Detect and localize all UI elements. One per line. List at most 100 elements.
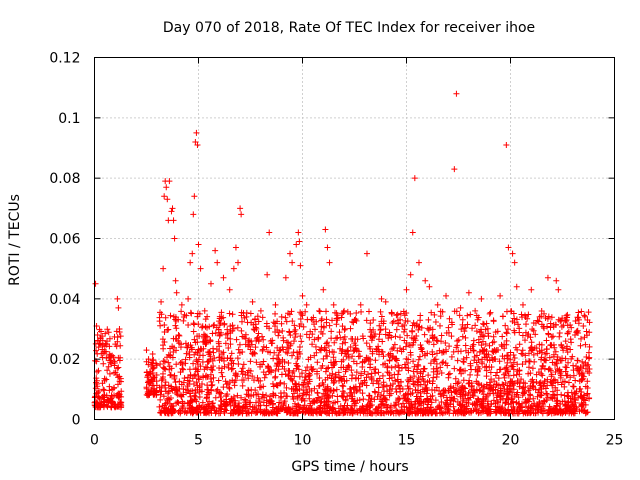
data-point xyxy=(222,331,229,338)
data-point xyxy=(578,377,585,384)
data-point xyxy=(297,315,304,322)
data-point xyxy=(380,361,387,368)
data-point xyxy=(411,409,418,416)
data-point xyxy=(433,337,440,344)
data-point xyxy=(552,321,559,328)
x-tick-label: 15 xyxy=(398,433,416,449)
data-point-outlier xyxy=(544,274,551,281)
data-point xyxy=(575,394,582,401)
data-point xyxy=(216,332,223,339)
data-point xyxy=(341,326,348,333)
data-point xyxy=(239,333,246,340)
data-point-outlier xyxy=(528,286,535,293)
data-point xyxy=(330,354,337,361)
data-point xyxy=(507,356,514,363)
data-point xyxy=(244,405,251,412)
data-point xyxy=(323,398,330,405)
data-point xyxy=(565,359,572,366)
data-point xyxy=(455,379,462,386)
data-point xyxy=(554,403,561,410)
data-point xyxy=(499,333,506,340)
scatter-marks xyxy=(91,90,593,417)
data-point xyxy=(383,383,390,390)
data-point xyxy=(553,398,560,405)
data-point xyxy=(249,351,256,358)
data-point xyxy=(462,334,469,341)
data-point xyxy=(236,349,243,356)
data-point-outlier xyxy=(243,313,250,320)
data-point xyxy=(187,309,194,316)
data-point xyxy=(115,374,122,381)
data-point xyxy=(467,360,474,367)
data-point xyxy=(440,359,447,366)
data-point xyxy=(242,371,249,378)
data-point xyxy=(190,320,197,327)
data-point xyxy=(510,398,517,405)
data-point xyxy=(300,323,307,330)
data-point-outlier xyxy=(395,319,402,326)
data-point xyxy=(238,327,245,334)
data-point xyxy=(550,333,557,340)
data-point-outlier xyxy=(116,326,123,332)
data-point xyxy=(459,397,466,404)
data-point xyxy=(562,355,569,362)
data-point xyxy=(217,410,224,417)
data-point xyxy=(480,347,487,354)
data-point xyxy=(575,309,582,316)
data-point xyxy=(306,385,313,392)
data-point xyxy=(117,333,124,340)
data-point xyxy=(552,362,559,369)
data-point xyxy=(276,347,283,354)
data-point xyxy=(285,310,292,317)
data-point xyxy=(323,308,330,315)
data-point xyxy=(414,379,421,386)
data-point xyxy=(437,322,444,329)
data-point xyxy=(329,392,336,399)
data-point xyxy=(367,364,374,371)
data-point xyxy=(372,357,379,364)
data-point xyxy=(322,409,329,416)
data-point xyxy=(432,319,439,326)
data-point xyxy=(323,319,330,326)
data-point xyxy=(562,364,569,371)
data-point xyxy=(162,384,169,391)
data-point xyxy=(459,321,466,328)
data-point xyxy=(102,330,109,337)
data-point xyxy=(452,410,459,417)
data-point xyxy=(229,365,236,372)
data-point-outlier xyxy=(100,350,107,357)
data-point xyxy=(586,343,593,350)
data-point xyxy=(186,378,193,385)
data-point xyxy=(357,372,364,379)
data-point xyxy=(318,410,325,417)
data-point xyxy=(270,355,277,362)
data-point xyxy=(565,379,572,386)
data-point xyxy=(323,410,330,417)
data-point xyxy=(494,369,501,376)
data-point xyxy=(376,322,383,329)
data-point xyxy=(529,405,536,412)
data-point xyxy=(318,344,325,351)
data-point xyxy=(185,342,192,349)
data-point xyxy=(343,366,350,373)
data-point xyxy=(264,348,271,355)
data-point xyxy=(540,403,547,410)
data-point xyxy=(395,409,402,416)
data-point xyxy=(459,316,466,323)
data-point xyxy=(429,332,436,339)
data-point xyxy=(168,385,175,392)
data-point xyxy=(295,354,302,361)
data-point xyxy=(365,308,372,315)
data-point xyxy=(337,403,344,410)
data-point xyxy=(424,325,431,332)
data-point xyxy=(550,351,557,358)
data-point xyxy=(330,362,337,369)
data-point xyxy=(278,371,285,378)
data-point xyxy=(392,377,399,384)
data-point xyxy=(245,386,252,393)
data-point xyxy=(389,346,396,353)
data-point xyxy=(584,384,591,391)
data-point xyxy=(146,378,153,385)
data-point xyxy=(339,382,346,389)
data-point-outlier xyxy=(426,283,433,290)
